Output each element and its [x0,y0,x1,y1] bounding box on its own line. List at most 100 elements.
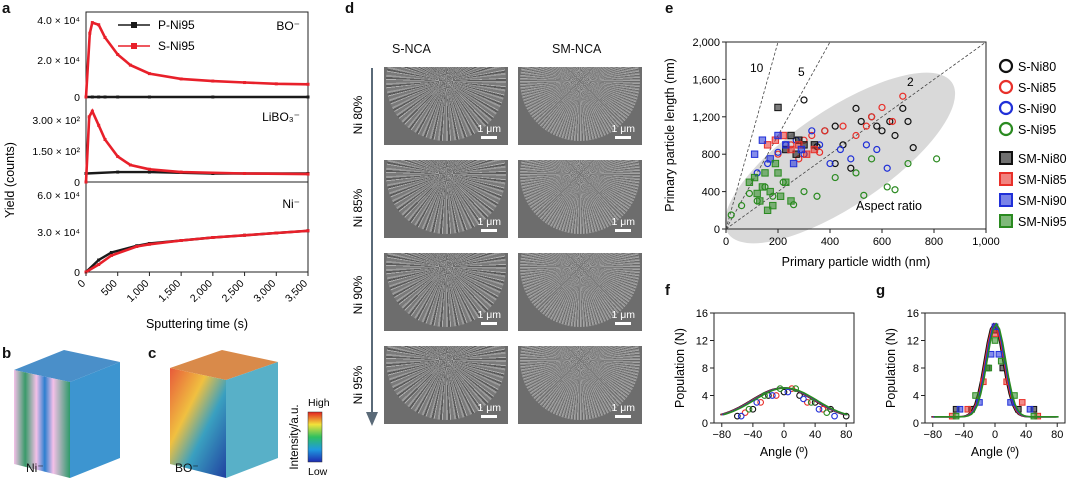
point-S-Ni80 [857,117,865,126]
a1-point-S-Ni95 [128,163,132,167]
g-xtick-label: −40 [955,429,974,441]
point-S-Ni85 [808,131,816,140]
legend-p: P-Ni95 [158,18,195,32]
a2-species: LiBO₃⁻ [262,110,300,124]
a2-point-P-Ni95 [97,258,101,262]
f-point-Ni85 [819,405,827,413]
cube-b-label: Ni⁻ [26,461,44,475]
a0-point-S-Ni95 [103,36,107,39]
point-S-Ni95 [831,173,839,182]
a-xtick-label: 3,000 [251,278,278,305]
point-S-Ni80 [852,104,860,112]
legend-S-Ni90: S-Ni90 [1018,102,1056,116]
legend-marker-SM-Ni90 [999,193,1013,207]
point-S-Ni90 [847,155,855,163]
a1-tick-2: 0 [74,92,80,104]
point-S-Ni95 [891,186,899,194]
f-fit-Ni80 [720,387,846,416]
panel-bc-cubes: Ni⁻ BO⁻ High Low Intensity/a.u. [14,350,330,478]
e-ylabel: Primary particle length (nm) [663,58,677,212]
g-point-Ni95 [991,337,999,344]
scale-label: 1 μm [611,123,635,135]
a0-point-S-Ni95 [243,81,247,85]
point-SM-Ni85 [810,145,819,154]
g-ytick-label: 8 [913,363,919,375]
sem-s-ni85: 1 μm [384,160,508,238]
cube-c-top [170,350,278,380]
e-frame [725,41,987,230]
a0-point-S-Ni95 [147,72,151,76]
legend-marker-S-Ni95 [998,121,1014,137]
a2-point-S-Ni95 [243,233,247,237]
a3-tick-2: 0 [74,267,80,279]
e-ytick-label: 400 [702,187,720,199]
cube-b-right [70,362,120,478]
a1-point-S-Ni95 [116,155,120,158]
ratio-label-5: 5 [798,65,805,79]
d-arrow: Ni 80% Ni 85% Ni 90% Ni 95% [351,68,378,426]
g-point-Ni90 [1026,405,1034,413]
d-arrow-head [366,412,378,426]
point-S-Ni90 [826,159,834,168]
g-point-Ni90 [995,350,1003,358]
g-point-Ni90 [956,405,964,413]
a2-tick-1: 1.50 × 10² [32,146,80,158]
point-SM-Ni95 [753,189,761,198]
point-SM-Ni95 [771,159,780,168]
panel-e-chart: Primary particle length (nm) 0 200 400 600 8… [663,37,1067,269]
g-ytick-label: 12 [907,336,919,348]
a1-point-S-Ni95 [90,109,94,113]
legend-SM-Ni95: SM-Ni95 [1018,215,1067,229]
d-row-90: Ni 90% [351,275,365,314]
e-xtick-label: 800 [925,236,943,248]
a-xtick-label: 2,500 [220,278,247,305]
f-point-Ni90 [768,392,776,399]
f-point-Ni90 [831,412,838,420]
point-SM-Ni95 [756,197,764,205]
point-S-Ni95 [800,188,808,196]
a1-point-S-Ni95 [97,123,101,127]
g-point-Ni85 [1018,399,1026,406]
point-S-Ni80 [831,159,839,168]
a2-tick-2: 0 [74,177,80,189]
a2-point-S-Ni95 [109,254,113,257]
g-xlabel: Angle (º) [971,445,1019,459]
cube-b-left [14,370,70,478]
ratio-line-10 [725,41,779,230]
e-xtick-label: 400 [821,236,839,248]
a-xlabel: Sputtering time (s) [146,317,248,331]
legend-marker-s [131,43,137,49]
point-S-Ni90 [862,141,870,149]
f-frame [713,312,855,424]
g-point-Ni90 [1007,399,1014,406]
f-xtick-label: 40 [809,429,821,441]
f-point-Ni80 [796,392,803,399]
g-point-Ni95 [1011,392,1018,399]
a2-point-S-Ni95 [211,236,215,239]
point-SM-Ni90 [789,159,798,168]
point-S-Ni80 [904,117,912,126]
a0-point-S-Ni95 [306,82,310,86]
point-SM-Ni80 [792,150,800,158]
f-ylabel: Population (N) [673,328,687,408]
a0-point-P-Ni95 [306,95,310,99]
point-SM-Ni95 [766,187,774,196]
f-point-Ni85 [803,399,811,406]
panel-f-chart: −80 −40 0 40 80 0 4 8 12 16 Angle (º) Population (N… [673,308,855,459]
f-ytick-label: 4 [702,391,708,403]
scale-label: 1 μm [477,123,501,135]
a1-point-S-Ni95 [103,138,107,141]
legend-SM-Ni80: SM-Ni80 [1018,152,1067,166]
a0-point-S-Ni95 [97,23,101,27]
a-xtick-label: 0 [76,278,89,291]
a0-point-P-Ni95 [147,95,151,99]
sem-sm-ni90: 1 μm [518,253,642,331]
point-S-Ni80 [800,96,808,104]
point-SM-Ni95 [769,201,777,210]
point-S-Ni95 [904,159,912,168]
f-point-Ni95 [745,405,753,413]
f-ytick-label: 12 [696,336,708,348]
sem-sm-ni95: 1 μm [518,346,642,424]
point-S-Ni95 [727,211,735,219]
point-S-Ni95 [868,155,876,163]
